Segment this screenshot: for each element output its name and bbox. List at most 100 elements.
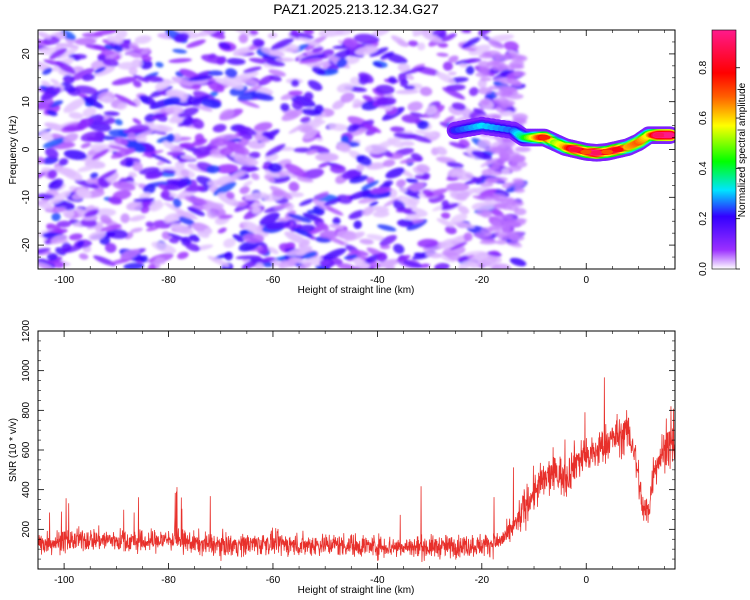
spectrogram-cell — [134, 129, 155, 139]
spectrogram-cell — [273, 203, 292, 210]
spectrogram-cell — [303, 30, 314, 35]
spectrogram-cell — [168, 58, 192, 63]
snr-series-line — [38, 377, 675, 562]
spectrogram-cell — [488, 40, 505, 49]
spectrogram-cell — [419, 86, 433, 97]
spectrogram-cell — [39, 131, 53, 141]
spectrogram-cell — [86, 177, 99, 184]
spectrogram-cell — [88, 231, 106, 241]
spectrogram-cell — [379, 235, 397, 246]
spectrogram-cell — [313, 60, 331, 68]
spectrogram-cell — [448, 55, 459, 63]
spectrogram-cell — [151, 241, 177, 254]
snr-panel: -100 -80 -60 -40 -20 0 200 400 600 800 1000 1200 H… — [8, 319, 676, 596]
spectrogram-cell — [82, 74, 95, 81]
spectrogram-cell — [384, 105, 394, 112]
spectrogram-cell — [242, 233, 265, 244]
spectrogram-cell — [480, 210, 492, 218]
colorbar-ticks: 0.0 0.2 0.4 0.6 0.8 — [698, 60, 740, 276]
spectrogram-x-label: Height of straight line (km) — [298, 285, 415, 296]
spectrogram-cell — [100, 224, 122, 232]
x-tick-label: -80 — [161, 275, 176, 286]
spectrogram-cell — [505, 200, 516, 207]
spectrogram-cell — [463, 232, 473, 242]
spectrogram-cell — [182, 117, 194, 127]
spectrogram-cell — [78, 253, 89, 260]
spectrogram-cell — [84, 209, 99, 218]
spectrogram-cell — [455, 191, 470, 201]
spectrogram-cell — [141, 206, 150, 214]
spectrogram-cell — [138, 167, 160, 175]
snr-x-label: Height of straight line (km) — [298, 585, 415, 596]
spectrogram-cell — [232, 30, 257, 37]
spectrogram-cell — [139, 95, 156, 106]
spectrogram-cell — [299, 198, 315, 206]
ridge-peak — [538, 135, 551, 140]
spectrogram-cell — [300, 116, 311, 123]
spectrogram-cell — [163, 213, 180, 224]
spectrogram-cell — [212, 124, 227, 133]
spectrogram-cell — [207, 179, 224, 187]
spectrogram-cell — [209, 90, 219, 98]
spectrogram-cell — [406, 182, 425, 193]
spectrogram-cell — [468, 44, 491, 56]
spectrogram-cell — [300, 53, 326, 62]
spectrogram-cell — [114, 94, 137, 107]
spectrogram-cell — [58, 158, 69, 166]
spectrogram-cell — [164, 106, 184, 115]
spectrogram-cell — [407, 101, 423, 112]
spectrogram-cell — [293, 147, 312, 153]
spectrogram-cell — [505, 52, 517, 59]
spectrogram-cell — [91, 148, 110, 160]
spectrogram-cell — [207, 255, 230, 267]
spectrogram-cell — [346, 123, 360, 133]
spectrogram-cell — [38, 31, 52, 39]
spectrogram-cell — [94, 208, 117, 217]
spectrogram-cell — [422, 189, 434, 197]
spectrogram-cell — [219, 146, 234, 156]
spectrogram-cell — [154, 112, 168, 122]
spectrogram-cell — [396, 254, 411, 262]
spectrogram-cell — [311, 66, 326, 75]
spectrogram-cell — [298, 36, 323, 48]
spectrogram-cell — [42, 67, 53, 75]
spectrogram-cell — [475, 231, 492, 238]
spectrogram-cell — [497, 234, 512, 241]
colorbar-tick-label: 0.8 — [698, 60, 709, 74]
spectrogram-cell — [478, 53, 496, 59]
spectrogram-cell — [402, 66, 426, 75]
spectrogram-cell — [200, 98, 222, 109]
spectrogram-cell — [127, 132, 137, 141]
spectrogram-cell — [492, 188, 510, 198]
spectrogram-cell — [496, 219, 507, 227]
spectrogram-cell — [55, 31, 67, 40]
spectrogram-cell — [442, 87, 466, 100]
spectrogram-cell — [187, 206, 206, 217]
spectrogram-cell — [401, 114, 420, 124]
spectrogram-cell — [513, 71, 527, 77]
spectrogram-cell — [375, 96, 397, 107]
spectrogram-cell — [211, 206, 226, 217]
spectrogram-cell — [264, 169, 281, 178]
spectrogram-cell — [144, 113, 157, 123]
spectrogram-cell — [311, 46, 324, 53]
spectrogram-cell — [457, 255, 469, 263]
spectrogram-cell — [445, 84, 466, 91]
spectrogram-cell — [481, 169, 492, 177]
spectrogram-cell — [375, 84, 395, 95]
spectrogram-cell — [180, 169, 190, 178]
x-tick-label: -100 — [54, 575, 74, 586]
spectrogram-cell — [369, 47, 389, 57]
spectrogram-cell — [503, 41, 519, 52]
y-tick-label: 800 — [21, 402, 32, 419]
spectrogram-cell — [178, 216, 195, 226]
spectrogram-cell — [77, 117, 94, 130]
spectrogram-cell — [133, 197, 155, 203]
spectrogram-cell — [498, 99, 515, 107]
spectrogram-cell — [480, 99, 490, 106]
spectrogram-cell — [93, 44, 106, 51]
spectrogram-cell — [356, 164, 365, 172]
spectrogram-cell — [63, 133, 79, 143]
spectrogram-x-ticks: -100 -80 -60 -40 -20 0 — [37, 30, 665, 286]
